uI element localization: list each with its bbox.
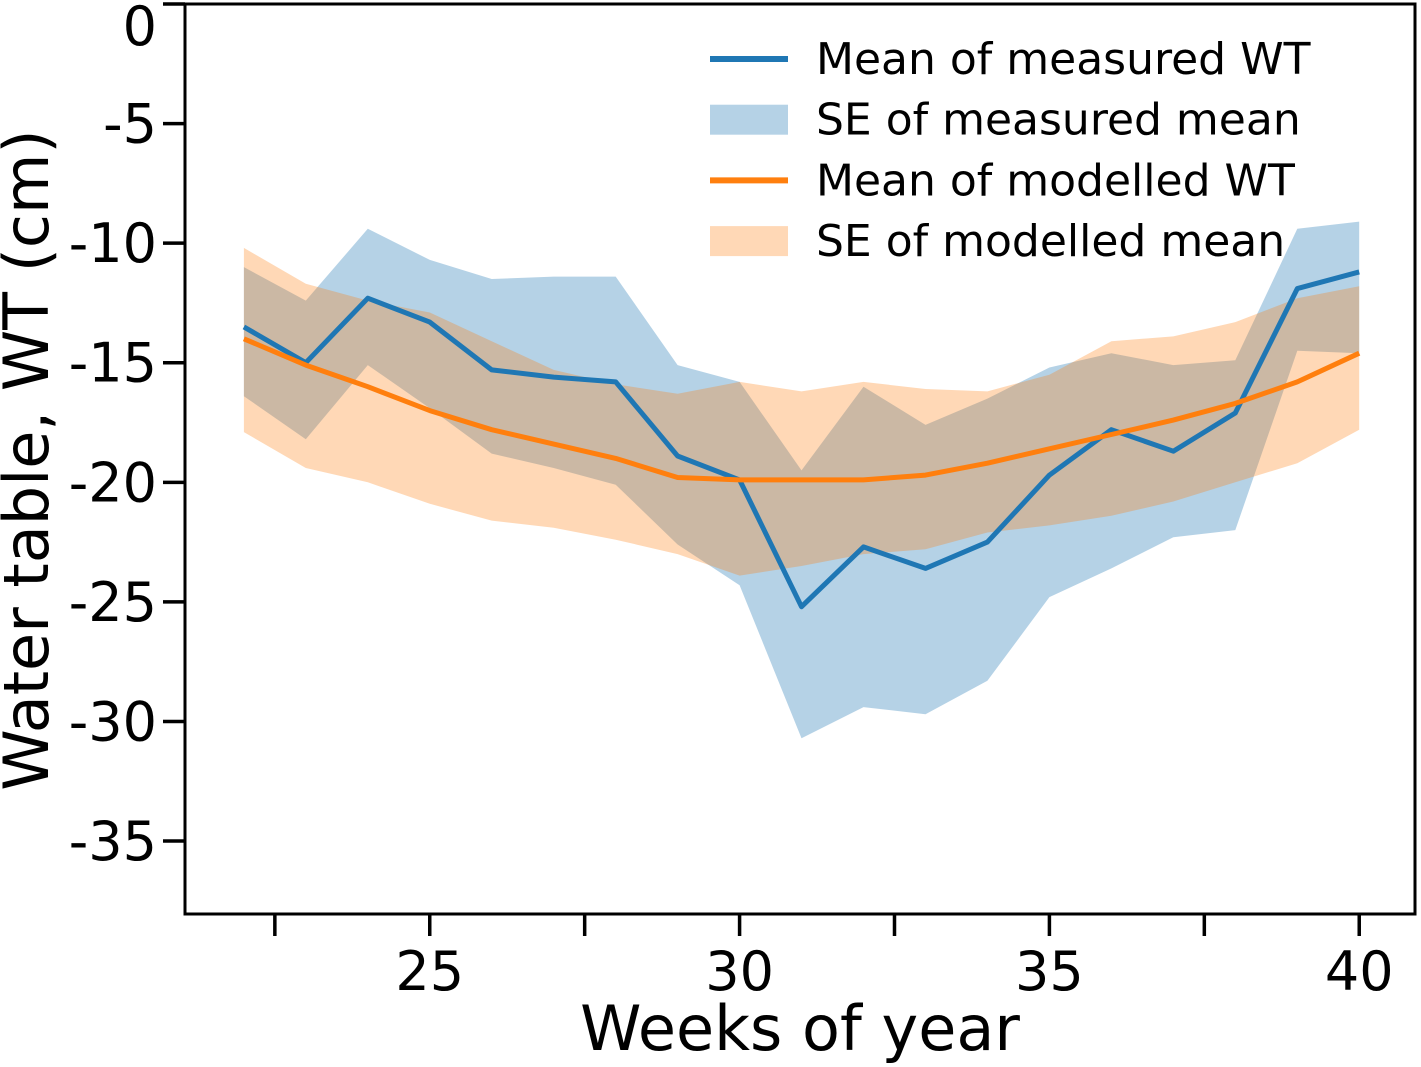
mean-of-measured-wt-line [242,269,1360,610]
legend-label: Mean of measured WT [816,34,1311,85]
x-tick-label: 25 [395,940,464,1003]
y-tick-label: -20 [69,451,157,514]
y-tick-label: -35 [69,810,157,873]
legend-label: Mean of modelled WT [816,155,1295,206]
y-tick-label: -15 [69,332,157,395]
legend-item-mean-of-modelled-wt: Mean of modelled WT [710,155,1295,206]
y-axis-label: Water table, WT (cm) [0,129,63,790]
y-axis-ticks: 0 -5 -10 -15 -20 -25 -30 -35 [69,0,185,873]
y-tick-label: 0 [123,0,157,58]
x-tick-label: 30 [705,940,774,1003]
legend: Mean of measured WT SE of measured mean Me… [710,34,1311,267]
legend-item-se-of-modelled-mean: SE of modelled mean [710,216,1285,267]
mean-of-modelled-wt-line [242,336,1361,483]
y-tick-label: -30 [69,690,157,753]
legend-label: SE of modelled mean [816,216,1285,267]
se-of-measured-mean-legend-swatch [710,104,788,135]
x-axis-label: Weeks of year [580,992,1020,1065]
x-tick-label: 40 [1325,940,1394,1003]
y-tick-label: -25 [69,571,157,634]
se-of-modelled-mean-legend-swatch [710,226,788,257]
legend-label: SE of measured mean [816,95,1301,146]
legend-item-mean-of-measured-wt: Mean of measured WT [710,34,1311,85]
y-tick-label: -5 [103,93,157,156]
x-tick-label: 35 [1015,940,1084,1003]
plot-layer: 25 30 35 40 0 -5 -10 -15 -20 -25 -30 -35 [69,0,1417,1003]
x-axis-ticks: 25 30 35 40 [273,914,1394,1003]
plot-frame [183,2,1417,916]
legend-item-se-of-measured-mean: SE of measured mean [710,95,1301,146]
y-tick-label: -10 [69,212,157,275]
se-of-modelled-mean-band [243,247,1360,576]
